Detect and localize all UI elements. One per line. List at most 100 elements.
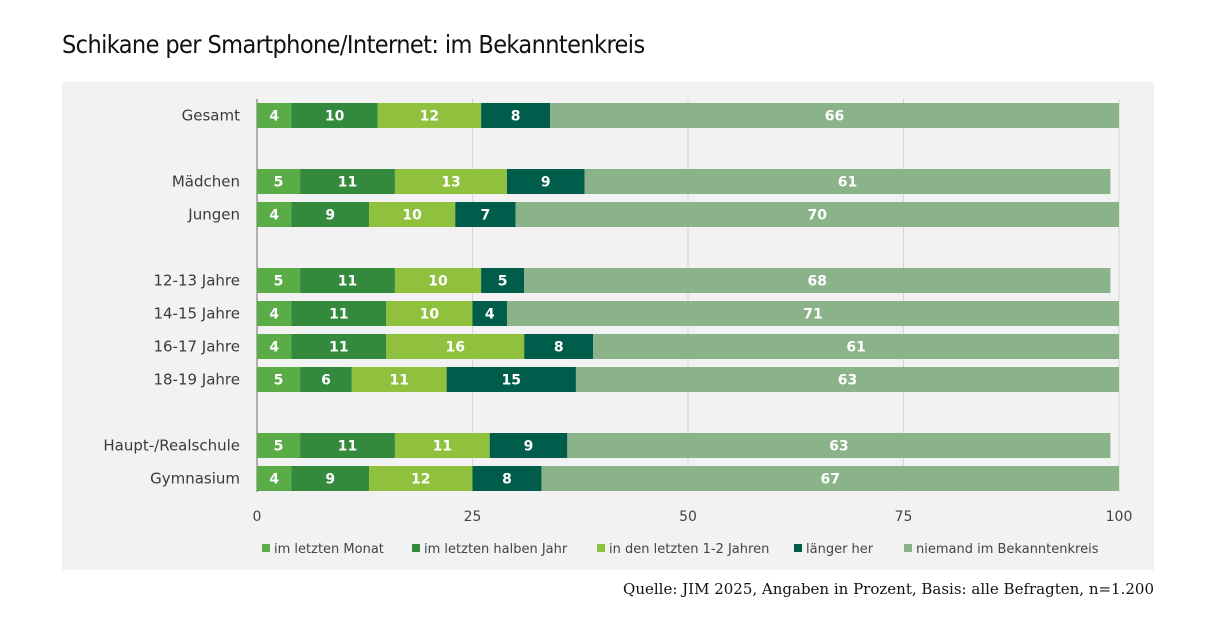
bar-row: 4 11 10 4 71 (257, 301, 1120, 326)
legend-label: im letzten Monat (274, 542, 384, 557)
data-label: 12 (420, 109, 439, 125)
bar-segment (446, 367, 576, 392)
gridlines (256, 99, 1120, 492)
bar-segment (257, 334, 292, 359)
data-label: 5 (274, 439, 284, 455)
data-label: 4 (269, 208, 279, 224)
bar-segment (472, 466, 542, 491)
bar-row: 5 6 11 15 63 (257, 367, 1119, 392)
data-label: 61 (846, 340, 865, 356)
legend-swatch (794, 544, 802, 552)
bar-segment (472, 301, 507, 326)
bar-segment (377, 103, 482, 128)
category-label: Jungen (187, 206, 240, 224)
bars: 4 10 12 8 665 11 13 9 614 9 10 7 705 11 10 5 684 11 10 4 714… (257, 103, 1120, 491)
data-label: 10 (402, 208, 422, 224)
bar-segment (524, 334, 594, 359)
bar-segment (386, 334, 525, 359)
chart-title: Schikane per Smartphone/Internet: im Bek… (62, 30, 645, 59)
bar-segment (291, 202, 370, 227)
data-label: 4 (269, 472, 279, 488)
category-label: Gymnasium (150, 470, 240, 488)
category-label: 14-15 Jahre (153, 305, 240, 323)
data-label: 11 (433, 439, 452, 455)
data-label: 66 (825, 109, 844, 125)
bar-segment (291, 466, 370, 491)
bar-segment (584, 169, 1111, 194)
legend-swatch (262, 544, 270, 552)
bar-segment (300, 169, 395, 194)
data-label: 11 (338, 175, 357, 191)
data-label: 16 (446, 340, 465, 356)
bar-segment (575, 367, 1119, 392)
data-label: 11 (329, 340, 348, 356)
bar-segment (257, 466, 292, 491)
bar-segment (394, 268, 482, 293)
data-label: 7 (481, 208, 491, 224)
legend-swatch (412, 544, 420, 552)
bar-segment (351, 367, 447, 392)
legend-label: im letzten halben Jahr (424, 542, 568, 557)
legend-label: in den letzten 1-2 Jahren (609, 542, 769, 557)
category-label: 18-19 Jahre (153, 371, 240, 389)
bar-segment (300, 433, 395, 458)
legend-item: in den letzten 1-2 Jahren (597, 542, 769, 557)
bar-segment (291, 301, 387, 326)
data-label: 10 (325, 109, 345, 125)
bar-segment (506, 301, 1120, 326)
category-label: 12-13 Jahre (153, 272, 240, 290)
bar-segment (524, 268, 1111, 293)
legend-item: im letzten halben Jahr (412, 542, 568, 557)
data-label: 15 (502, 373, 521, 389)
data-label: 5 (274, 274, 284, 290)
data-label: 71 (803, 307, 822, 323)
data-label: 13 (441, 175, 460, 191)
bar-segment (489, 433, 568, 458)
data-label: 6 (321, 373, 331, 389)
category-label: Mädchen (172, 173, 240, 191)
data-label: 68 (808, 274, 827, 290)
bar-segment (257, 103, 292, 128)
legend-label: länger her (806, 542, 874, 557)
data-label: 11 (329, 307, 348, 323)
bar-segment (369, 466, 473, 491)
bar-segment (394, 433, 490, 458)
data-label: 8 (502, 472, 512, 488)
bar-segment (257, 433, 301, 458)
data-label: 9 (325, 472, 335, 488)
tick-label: 50 (679, 509, 697, 525)
legend-swatch (597, 544, 605, 552)
data-label: 5 (274, 175, 284, 191)
category-label: Haupt-/Realschule (103, 437, 240, 455)
bar-segment (257, 301, 292, 326)
data-label: 10 (420, 307, 440, 323)
category-label: 16-17 Jahre (153, 338, 240, 356)
tick-label: 0 (253, 509, 262, 525)
bar-segment (300, 268, 395, 293)
data-label: 4 (269, 109, 279, 125)
bar-segment (369, 202, 456, 227)
tick-label: 100 (1106, 509, 1133, 525)
data-label: 8 (554, 340, 564, 356)
bar-segment (257, 367, 301, 392)
data-label: 11 (338, 274, 357, 290)
data-label: 5 (274, 373, 284, 389)
legend-label: niemand im Bekanntenkreis (916, 542, 1099, 557)
bar-segment (567, 433, 1111, 458)
category-labels: Gesamt Mädchen Jungen 12-13 Jahre 14-15 Jahr… (103, 107, 240, 488)
data-label: 67 (820, 472, 839, 488)
bar-segment (515, 202, 1119, 227)
bar-segment (257, 268, 301, 293)
data-label: 70 (808, 208, 828, 224)
data-label: 4 (485, 307, 495, 323)
bar-segment (257, 202, 292, 227)
data-label: 11 (389, 373, 408, 389)
data-label: 11 (338, 439, 357, 455)
bar-segment (291, 103, 378, 128)
bar-segment (550, 103, 1119, 128)
data-label: 63 (838, 373, 857, 389)
bar-row: 5 11 11 9 63 (257, 433, 1111, 458)
bar-row: 4 11 16 8 61 (257, 334, 1119, 359)
bar-segment (257, 169, 301, 194)
